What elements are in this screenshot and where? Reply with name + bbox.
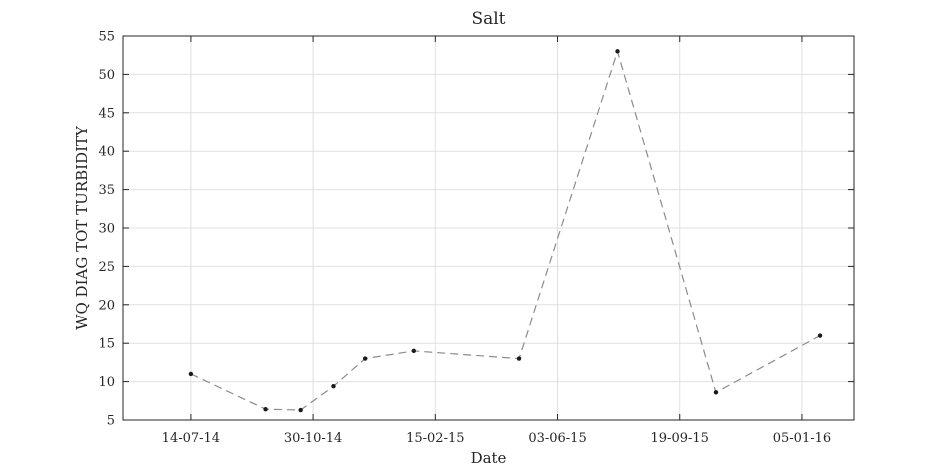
data-point (331, 384, 336, 389)
data-point (362, 356, 368, 361)
series-line (190, 49, 821, 411)
y-axis-label: WQ DIAG TOT TURBIDITY (73, 125, 91, 330)
x-tick-label: 03-06-15 (528, 431, 586, 446)
y-tick-label: 35 (98, 183, 115, 198)
data-point (411, 348, 417, 354)
x-tick-label: 05-01-16 (773, 431, 831, 446)
y-tick-label: 20 (98, 298, 115, 313)
chart-title: Salt (471, 9, 505, 29)
y-tick-label: 45 (98, 106, 115, 121)
y-tick-label: 15 (98, 337, 115, 352)
y-tick-label: 30 (98, 222, 115, 237)
y-tick-label: 25 (98, 260, 115, 275)
data-series (188, 49, 823, 413)
data-point (298, 407, 303, 413)
data-point (615, 49, 620, 54)
y-tick-label: 55 (98, 30, 115, 45)
ticks: 5 10 15 20 25 30 35 40 45 50 55 14-07-14 30-10-14 15-… (98, 30, 854, 446)
x-axis-label: Date (471, 449, 507, 467)
y-tick-label: 5 (107, 414, 115, 429)
x-tick-label: 19-09-15 (651, 431, 709, 446)
data-point (263, 407, 268, 412)
y-tick-label: 10 (98, 375, 115, 390)
data-point (817, 333, 823, 338)
grid (123, 35, 854, 421)
data-point (713, 390, 719, 395)
x-tick-label: 30-10-14 (284, 431, 342, 446)
data-point (188, 371, 194, 377)
y-tick-label: 50 (98, 68, 115, 83)
x-tick-label: 15-02-15 (406, 431, 464, 446)
data-point (516, 356, 522, 361)
y-tick-label: 40 (98, 145, 115, 160)
x-tick-label: 14-07-14 (162, 431, 220, 446)
